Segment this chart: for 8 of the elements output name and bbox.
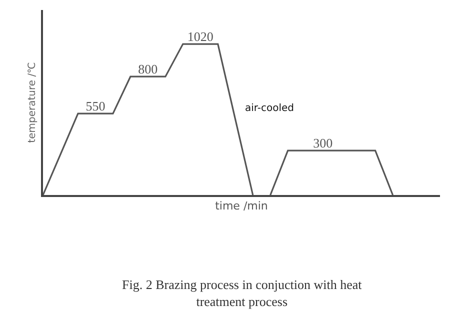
x-axis-title: time /min (215, 199, 268, 212)
data-label: 800 (138, 61, 158, 76)
annotation: air-cooled (245, 103, 294, 114)
data-label: 300 (313, 135, 333, 150)
y-axis-title: temperature /℃ (26, 62, 38, 143)
data-label: 550 (86, 98, 106, 114)
caption: Fig. 2 Brazing process in conjuction with heat treatment process (122, 277, 362, 309)
data-label: 1020 (187, 28, 214, 44)
